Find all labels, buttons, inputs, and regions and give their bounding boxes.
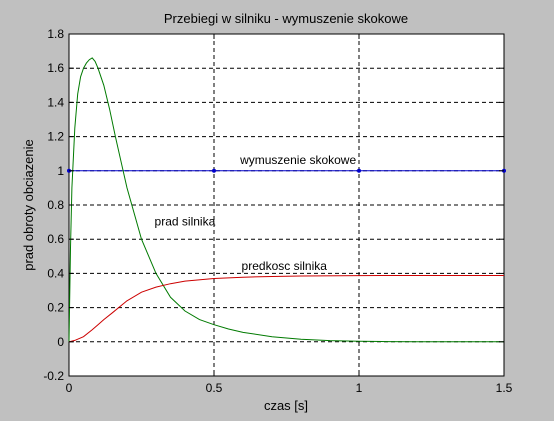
y-tick-label: 1.8 <box>47 27 64 41</box>
grid <box>69 34 504 376</box>
x-axis-label: czas [s] <box>264 398 308 413</box>
y-axis-label: prad obroty obciazenie <box>21 139 36 271</box>
ticks: 0 0.5 1 1.5-0.200.20.40.60.811.21.41.61.8 <box>43 27 512 395</box>
x-tick-label: 1 <box>356 381 363 395</box>
series-point <box>357 168 361 173</box>
y-tick-label: 0.2 <box>47 301 64 315</box>
x-tick-label: 0 <box>66 381 73 395</box>
y-tick-label: 1 <box>57 164 64 178</box>
x-tick-label: 1.5 <box>496 381 513 395</box>
annotations: wymuszenie skokowe prad silnika predkosc s… <box>155 153 357 273</box>
annotation-label: wymuszenie skokowe <box>239 153 356 167</box>
series-line-1 <box>68 57 504 343</box>
series-layer <box>67 57 506 343</box>
y-tick-label: 0.6 <box>47 232 64 246</box>
y-tick-label: 1.6 <box>47 61 64 75</box>
y-tick-label: 0 <box>57 335 64 349</box>
y-tick-label: -0.2 <box>43 369 64 383</box>
x-tick-label: 0.5 <box>206 381 223 395</box>
series-line-2 <box>68 275 504 343</box>
y-tick-label: 0.8 <box>47 198 64 212</box>
annotation-label: prad silnika <box>155 215 216 229</box>
series-point <box>212 168 216 173</box>
annotation-label: predkosc silnika <box>242 259 328 273</box>
y-tick-label: 1.4 <box>47 95 64 109</box>
y-tick-label: 0.4 <box>47 266 64 280</box>
chart-title: Przebiegi w silniku - wymuszenie skokowe <box>164 11 408 26</box>
y-tick-label: 1.2 <box>47 130 64 144</box>
